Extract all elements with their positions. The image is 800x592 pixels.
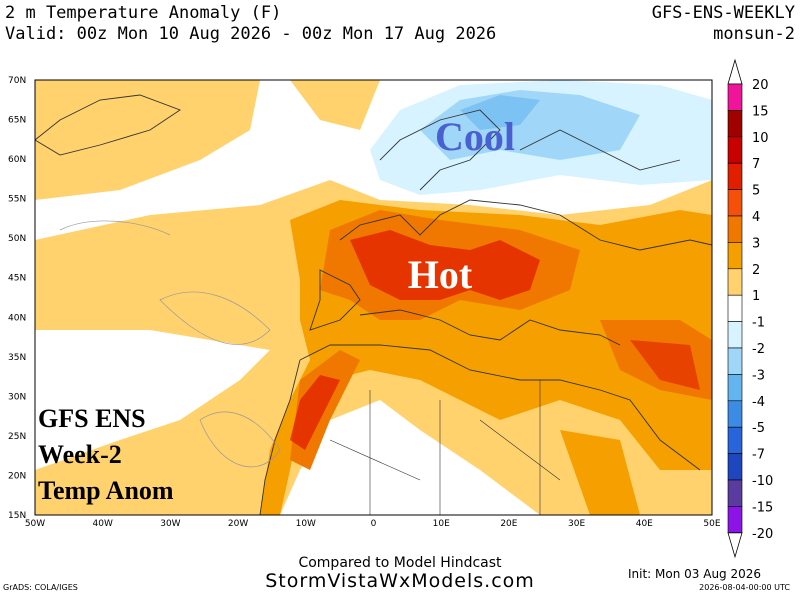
- colorbar-segment: [727, 426, 743, 454]
- colorbar-label: -4: [752, 395, 765, 410]
- colorbar-label: 3: [752, 236, 760, 251]
- lat-label: 50N: [8, 234, 26, 244]
- valid-time: Valid: 00z Mon 10 Aug 2026 - 00z Mon 17 …: [5, 24, 496, 44]
- colorbar-segment: [727, 453, 743, 481]
- lat-label: 15N: [8, 511, 26, 521]
- colorbar-cap: [727, 58, 743, 85]
- colorbar-segment: [727, 374, 743, 402]
- init-time: Init: Mon 03 Aug 2026: [628, 567, 761, 581]
- colorbar-segment: [727, 189, 743, 217]
- colorbar-segment: [727, 321, 743, 349]
- lon-label: 30W: [160, 519, 180, 529]
- colorbar-label: 1: [752, 289, 760, 304]
- colorbar-label: 7: [752, 157, 760, 172]
- lat-label: 45N: [8, 274, 26, 284]
- colorbar-segment: [727, 347, 743, 375]
- colorbar-label: -2: [752, 342, 765, 357]
- colorbar-segment: [727, 506, 743, 534]
- run: monsun-2: [713, 24, 795, 44]
- colorbar-label: -15: [752, 500, 773, 515]
- colorbar-segment: [727, 242, 743, 270]
- site: StormVistaWxModels.com: [265, 570, 535, 592]
- lat-label: 60N: [8, 155, 26, 165]
- colorbar-label: 20: [752, 78, 769, 93]
- lon-label: 0: [371, 519, 377, 529]
- colorbar-segment: [727, 110, 743, 138]
- colorbar-label: -5: [752, 421, 765, 436]
- lon-label: 40E: [636, 519, 653, 529]
- colorbar-label: 15: [752, 104, 769, 119]
- grads-credit: GrADS: COLA/IGES: [3, 583, 78, 592]
- caption-line: Temp Anom: [38, 476, 174, 505]
- model: GFS-ENS-WEEKLY: [652, 3, 795, 23]
- colorbar-label: -7: [752, 448, 765, 463]
- colorbar-segment: [727, 136, 743, 164]
- timestamp: 2026-08-04-00:00 UTC: [699, 583, 790, 592]
- colorbar: 20 15 10 7 5 4 3 2 1 -1 -2 -3 -4 -5 -7 -10 -15 -20: [727, 58, 773, 559]
- lon-label: 30E: [568, 519, 585, 529]
- lat-label: 35N: [8, 353, 26, 363]
- colorbar-label: -10: [752, 474, 773, 489]
- colorbar-label: 4: [752, 210, 760, 225]
- lon-label: 20W: [228, 519, 248, 529]
- colorbar-segment: [727, 268, 743, 296]
- colorbar-label: -3: [752, 368, 765, 383]
- cool-label: Cool: [435, 114, 515, 159]
- caption-line: GFS ENS: [38, 404, 146, 433]
- lat-label: 40N: [8, 313, 26, 323]
- colorbar-cap: [727, 532, 743, 559]
- colorbar-label: 5: [752, 184, 760, 199]
- lat-label: 25N: [8, 432, 26, 442]
- colorbar-segment: [727, 400, 743, 428]
- lon-label: 20E: [500, 519, 517, 529]
- colorbar-label: 10: [752, 131, 769, 146]
- colorbar-segment: [727, 215, 743, 243]
- colorbar-label: -1: [752, 316, 765, 331]
- lon-label: 10W: [296, 519, 316, 529]
- colorbar-segment: [727, 479, 743, 507]
- lon-label: 40W: [93, 519, 113, 529]
- lon-label: 50E: [703, 519, 720, 529]
- colorbar-segment: [727, 83, 743, 111]
- hot-label: Hot: [408, 252, 473, 297]
- map: Cool Hot GFS ENS Week-2 Temp Anom 70N 65N…: [8, 76, 721, 529]
- lat-label: 70N: [8, 76, 26, 86]
- lon-label: 50W: [25, 519, 45, 529]
- colorbar-segment: [727, 162, 743, 190]
- caption-line: Week-2: [38, 440, 122, 469]
- colorbar-label: 2: [752, 263, 760, 278]
- lat-label: 20N: [8, 471, 26, 481]
- title: 2 m Temperature Anomaly (F): [5, 3, 281, 23]
- lat-label: 55N: [8, 195, 26, 205]
- compare-note: Compared to Model Hindcast: [298, 555, 502, 571]
- lat-label: 65N: [8, 116, 26, 126]
- lat-label: 30N: [8, 392, 26, 402]
- colorbar-segment: [727, 294, 743, 322]
- lon-label: 10E: [433, 519, 450, 529]
- colorbar-label: -20: [752, 527, 773, 542]
